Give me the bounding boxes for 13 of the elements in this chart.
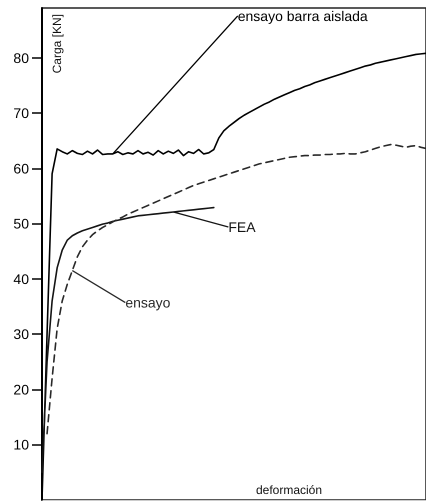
text: ensayo barra aislada	[238, 8, 368, 24]
y-axis-title: Carga [KN]	[50, 14, 64, 74]
legend-label: FEA	[228, 218, 256, 235]
text: ensayo	[125, 294, 171, 311]
y-tick-label: 30	[13, 326, 30, 342]
y-tick-label: 10	[13, 436, 30, 453]
y-tick-label: 60	[13, 160, 30, 176]
y-tick-label: 70	[13, 105, 30, 122]
y-tick-label: 20	[13, 381, 30, 398]
y-tick-label: 50	[13, 216, 30, 232]
x-axis-title: deformación	[256, 483, 322, 497]
y-tick-label: 40	[13, 270, 30, 287]
y-tick-label: 80	[13, 50, 30, 66]
